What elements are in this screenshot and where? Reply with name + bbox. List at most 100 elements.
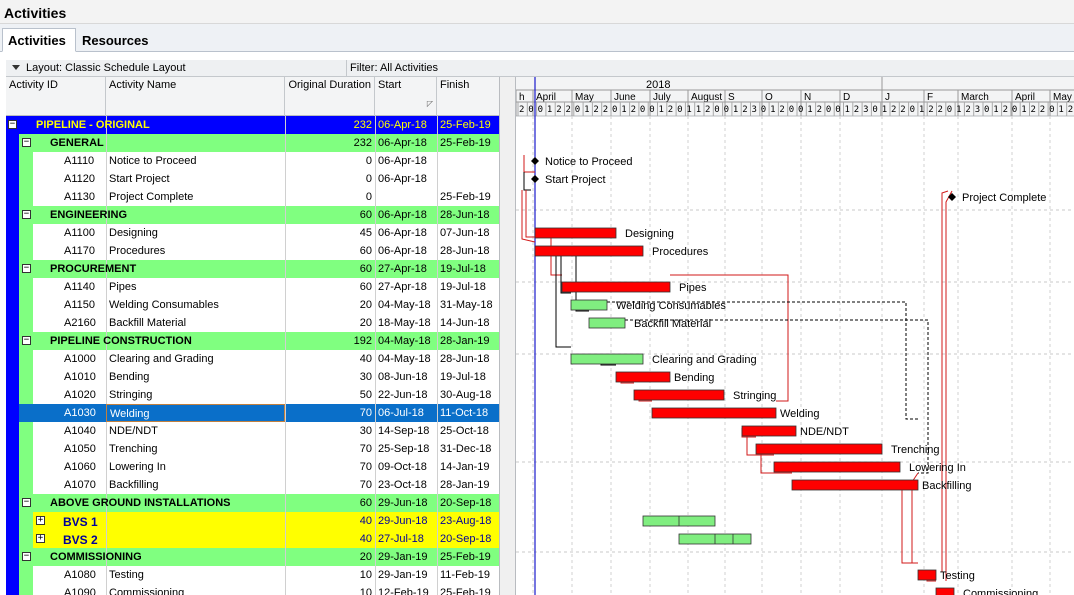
pane-splitter[interactable] (499, 77, 516, 595)
table-row[interactable]: A1170 Procedures 60 06-Apr-18 28-Jun-18 (6, 242, 499, 260)
month-label: S (728, 92, 735, 103)
week-label: 1 (770, 105, 775, 115)
table-row[interactable]: A1000 Clearing and Grading 40 04-May-18 28-J… (6, 350, 499, 368)
table-row[interactable]: A1140 Pipes 60 27-Apr-18 19-Jul-18 (6, 278, 499, 296)
column-divider (285, 566, 286, 584)
milestone-marker (948, 193, 956, 201)
window-title-bar: Activities (0, 0, 1074, 24)
table-row[interactable]: A1070 Backfilling 70 23-Oct-18 28-Jan-19 (6, 476, 499, 494)
column-divider (285, 260, 286, 278)
activity-id: A1040 (64, 425, 96, 437)
row-background (33, 566, 499, 584)
table-row[interactable]: A1030 Welding 70 06-Jul-18 11-Oct-18 (6, 404, 499, 422)
table-row[interactable]: A1040 NDE/NDT 30 14-Sep-18 25-Oct-18 (6, 422, 499, 440)
wbs-row[interactable]: + BVS 2 40 27-Jul-18 20-Sep-18 (6, 530, 499, 548)
collapse-icon[interactable]: − (22, 263, 31, 273)
week-label: 1 (696, 105, 701, 115)
start-date: 06-Jul-18 (378, 407, 424, 419)
column-divider (437, 386, 438, 404)
bar-label: Pipes (679, 282, 707, 294)
month-label: h (519, 92, 525, 103)
project-row[interactable]: − PIPELINE - ORIGINAL 232 06-Apr-18 25-Feb-1… (6, 116, 499, 134)
critical-bar (561, 281, 671, 293)
column-divider (285, 206, 286, 224)
wbs-row[interactable]: − ABOVE GROUND INSTALLATIONS 60 29-Jun-18 20… (6, 494, 499, 512)
table-row[interactable]: A1060 Lowering In 70 09-Oct-18 14-Jan-19 (6, 458, 499, 476)
week-label: 0 (1049, 105, 1054, 115)
table-row[interactable]: A1130 Project Complete 0 25-Feb-19 (6, 188, 499, 206)
table-row[interactable]: A1090 Commissioning 10 12-Feb-19 25-Feb-19 (6, 584, 499, 595)
dependency-link (746, 428, 774, 456)
tab-resources[interactable]: Resources (82, 33, 149, 48)
expand-icon[interactable]: + (36, 533, 45, 543)
table-row[interactable]: A1110 Notice to Proceed 0 06-Apr-18 (6, 152, 499, 170)
filter-label[interactable]: Filter: All Activities (350, 62, 439, 74)
project-band (6, 170, 19, 188)
table-row[interactable]: A1010 Bending 30 08-Jun-18 19-Jul-18 (6, 368, 499, 386)
column-divider (437, 530, 438, 548)
column-divider (106, 314, 107, 332)
wbs-name: PIPELINE - ORIGINAL (36, 119, 150, 131)
table-row[interactable]: A1080 Testing 10 29-Jan-19 11-Feb-19 (6, 566, 499, 584)
column-header-activity-id[interactable]: Activity ID (6, 77, 106, 116)
table-row[interactable]: A1150 Welding Consumables 20 04-May-18 31-Ma… (6, 296, 499, 314)
window-title: Activities (4, 5, 67, 21)
activity-name: Notice to Proceed (109, 155, 197, 167)
table-row[interactable]: A1100 Designing 45 06-Apr-18 07-Jun-18 (6, 224, 499, 242)
row-band (33, 530, 499, 548)
original-duration: 70 (359, 443, 372, 455)
collapse-icon[interactable]: − (22, 497, 31, 507)
wbs-row[interactable]: − COMMISSIONING 20 29-Jan-19 25-Feb-19 (6, 548, 499, 566)
column-divider (375, 440, 376, 458)
dependency-link (525, 190, 535, 238)
week-label: 2 (965, 105, 970, 115)
expand-icon[interactable]: + (36, 515, 45, 525)
month-label: F (927, 92, 933, 103)
row-background (33, 422, 499, 440)
tab-strip: Activities Resources (0, 24, 1074, 52)
activity-name: Start Project (109, 173, 170, 185)
collapse-icon[interactable]: − (22, 335, 31, 345)
collapse-icon[interactable]: − (8, 119, 17, 129)
wbs-row[interactable]: − PIPELINE CONSTRUCTION 192 04-May-18 28-Jan… (6, 332, 499, 350)
activity-id: A1030 (64, 407, 96, 419)
table-row[interactable]: A1120 Start Project 0 06-Apr-18 (6, 170, 499, 188)
start-date: 27-Jul-18 (378, 533, 424, 545)
week-label: 2 (891, 105, 896, 115)
finish-date: 25-Feb-19 (440, 119, 491, 131)
column-divider (375, 530, 376, 548)
wbs-band (19, 566, 33, 584)
table-row[interactable]: A1020 Stringing 50 22-Jun-18 30-Aug-18 (6, 386, 499, 404)
layout-selector[interactable]: Layout: Classic Schedule Layout (12, 62, 186, 74)
column-header-start[interactable]: Start ◸ (375, 77, 437, 116)
month-label: July (653, 92, 671, 103)
wbs-name: GENERAL (50, 137, 104, 149)
wbs-band (19, 350, 33, 368)
week-label: 0 (640, 105, 645, 115)
column-header-original-duration[interactable]: Original Duration (285, 77, 375, 116)
wbs-row[interactable]: − GENERAL 232 06-Apr-18 25-Feb-19 (6, 134, 499, 152)
table-row[interactable]: A1050 Trenching 70 25-Sep-18 31-Dec-18 (6, 440, 499, 458)
start-date: 29-Jun-18 (378, 515, 428, 527)
column-divider (106, 512, 107, 530)
column-divider (106, 188, 107, 206)
column-header-finish[interactable]: Finish (440, 79, 470, 91)
collapse-icon[interactable]: − (22, 137, 31, 147)
wbs-row[interactable]: + BVS 1 40 29-Jun-18 23-Aug-18 (6, 512, 499, 530)
collapse-icon[interactable]: − (22, 551, 31, 561)
column-divider (285, 512, 286, 530)
table-row[interactable]: A2160 Backfill Material 20 18-May-18 14-Jun-… (6, 314, 499, 332)
bar-label: Notice to Proceed (545, 156, 632, 168)
wbs-row[interactable]: − ENGINEERING 60 06-Apr-18 28-Jun-18 (6, 206, 499, 224)
start-date: 06-Apr-18 (378, 137, 427, 149)
week-label: 0 (984, 105, 989, 115)
column-header-activity-name[interactable]: Activity Name (106, 77, 285, 116)
collapse-icon[interactable]: − (22, 209, 31, 219)
wbs-row[interactable]: − PROCUREMENT 60 27-Apr-18 19-Jul-18 (6, 260, 499, 278)
tab-activities[interactable]: Activities (2, 28, 76, 52)
original-duration: 40 (359, 353, 372, 365)
wbs-band (19, 512, 33, 530)
start-date: 23-Oct-18 (378, 479, 427, 491)
filter-divider (346, 60, 347, 77)
row-band (19, 260, 499, 278)
